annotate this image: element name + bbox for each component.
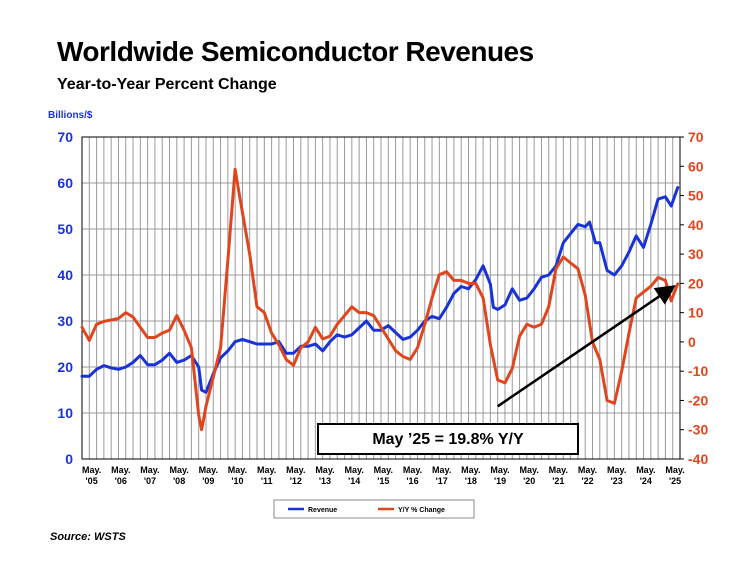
x-tick-label-month: May. [315, 465, 334, 475]
right-tick-label: 50 [688, 188, 704, 204]
x-tick-label-year: '13 [319, 476, 331, 486]
x-tick-label-year: '20 [523, 476, 535, 486]
x-tick-label-month: May. [578, 465, 597, 475]
left-tick-label: 60 [57, 175, 73, 191]
legend-box [273, 499, 475, 519]
chart-subtitle: Year-to-Year Percent Change [57, 76, 277, 93]
right-tick-label: -20 [688, 392, 708, 408]
source-note: Source: WSTS [50, 531, 126, 543]
legend-label: Y/Y % Change [398, 507, 445, 514]
x-tick-label-month: May. [490, 465, 509, 475]
yoy-change-series-line [80, 167, 680, 432]
right-tick-label: 0 [688, 334, 696, 350]
x-tick-label-month: May. [665, 465, 684, 475]
x-tick-label-year: '21 [552, 476, 564, 486]
chart-title: Worldwide Semiconductor Revenues [57, 36, 534, 67]
series-layer [80, 167, 680, 432]
x-tick-label-year: '23 [611, 476, 623, 486]
x-tick-label-year: '25 [669, 476, 681, 486]
x-tick-label-year: '15 [377, 476, 389, 486]
right-tick-label: 60 [688, 158, 704, 174]
right-tick-label: 40 [688, 217, 704, 233]
x-tick-label-year: '22 [581, 476, 593, 486]
x-tick-label-month: May. [520, 465, 539, 475]
left-tick-label: 50 [57, 221, 73, 237]
x-tick-label-month: May. [374, 465, 393, 475]
x-tick-label-month: May. [403, 465, 422, 475]
right-tick-label: 20 [688, 275, 704, 291]
legend: Revenue Y/Y % Change [273, 499, 475, 519]
x-tick-label-year: '11 [261, 476, 273, 486]
left-tick-label: 0 [65, 451, 73, 467]
right-tick-label: 70 [688, 129, 704, 145]
trend-arrow [496, 285, 676, 408]
x-tick-label-year: '16 [406, 476, 418, 486]
x-tick-label-year: '18 [465, 476, 477, 486]
legend-label: Revenue [308, 507, 337, 514]
grid-layer [81, 137, 681, 459]
right-tick-label: -30 [688, 422, 708, 438]
x-tick-label-month: May. [140, 465, 159, 475]
x-tick-label-year: '24 [640, 476, 652, 486]
x-tick-label-year: '19 [494, 476, 506, 486]
x-tick-label-month: May. [636, 465, 655, 475]
x-tick-label-year: '08 [173, 476, 185, 486]
left-axis-ticks: 0 10 20 30 40 50 60 70 [57, 129, 73, 467]
right-tick-label: 30 [688, 246, 704, 262]
x-tick-label-year: '07 [144, 476, 156, 486]
x-tick-label-month: May. [199, 465, 218, 475]
x-tick-label-year: '10 [231, 476, 243, 486]
x-tick-label-year: '14 [348, 476, 360, 486]
left-tick-label: 10 [57, 405, 73, 421]
right-tick-label: -40 [688, 451, 708, 467]
left-tick-label: 20 [57, 359, 73, 375]
right-tick-label: 10 [688, 305, 704, 321]
x-tick-label-year: '12 [290, 476, 302, 486]
right-tick-label: -10 [688, 363, 708, 379]
x-tick-label-month: May. [344, 465, 363, 475]
left-tick-label: 30 [57, 313, 73, 329]
x-tick-label-year: '06 [115, 476, 127, 486]
x-tick-label-month: May. [432, 465, 451, 475]
callout-box [317, 423, 579, 455]
x-tick-label-month: May. [461, 465, 480, 475]
x-tick-label-month: May. [82, 465, 101, 475]
revenue-series-line [80, 186, 680, 394]
plot-border [81, 136, 681, 460]
x-tick-label-month: May. [111, 465, 130, 475]
x-tick-label-month: May. [228, 465, 247, 475]
left-axis-unit-label: Billions/$ [48, 110, 93, 121]
right-axis-ticks: -40 -30 -20 -10 0 10 20 30 40 50 60 70 [680, 129, 708, 467]
callout-text: May ’25 = 19.8% Y/Y [372, 431, 524, 448]
x-tick-label-month: May. [286, 465, 305, 475]
chart-plot: 0 10 20 30 40 50 60 70 -40 -30 -20 -10 0 10 20 30 40 50 6… [57, 129, 708, 519]
annotation-layer: May ’25 = 19.8% Y/Y [317, 285, 676, 455]
x-tick-label-year: '09 [202, 476, 214, 486]
x-tick-label-year: '05 [86, 476, 98, 486]
left-tick-label: 70 [57, 129, 73, 145]
x-tick-label-month: May. [549, 465, 568, 475]
left-tick-label: 40 [57, 267, 73, 283]
x-tick-label-month: May. [169, 465, 188, 475]
x-tick-label-year: '17 [436, 476, 448, 486]
x-tick-label-month: May. [607, 465, 626, 475]
x-tick-label-month: May. [257, 465, 276, 475]
x-axis-ticks: May.'05May.'06May.'07May.'08May.'09May.'… [82, 465, 685, 486]
